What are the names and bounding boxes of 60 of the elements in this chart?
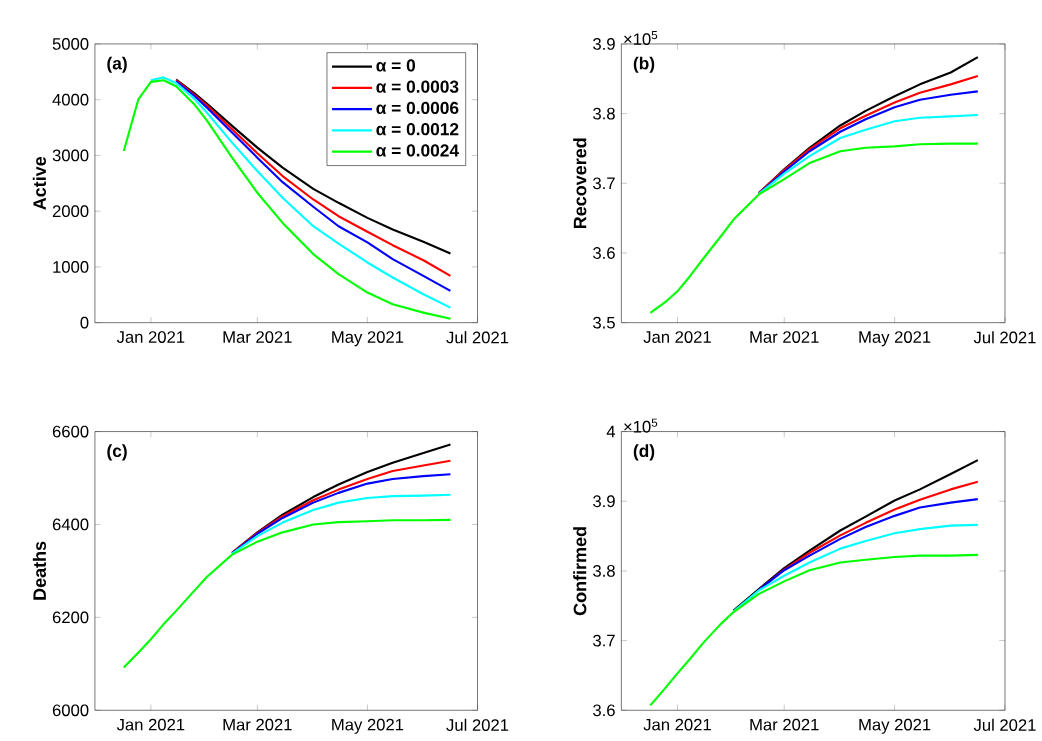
x-tick-label: Mar 2021: [223, 718, 292, 731]
line-series: [649, 553, 979, 707]
x-tick-label: Mar 2021: [750, 331, 819, 343]
annotation: (a): [107, 56, 127, 73]
y-tick-label: 0: [80, 316, 89, 329]
annotation: ×10$^{5}$: [624, 30, 658, 45]
line-series: [757, 497, 979, 591]
x-tick-label: Jul 2021: [446, 718, 509, 731]
y-axis-title: Confirmed: [573, 527, 587, 616]
y-tick-label: 6600: [52, 425, 89, 438]
y-tick-label: 4000: [52, 93, 89, 106]
legend-label: α = 0.0012: [376, 122, 459, 136]
y-tick-label: 6000: [52, 704, 89, 717]
y-tick-label: 3.7: [593, 177, 615, 190]
y-axis-title: Deaths: [32, 541, 47, 600]
y-tick-label: 5000: [52, 37, 89, 50]
y-tick-label: 1000: [53, 260, 89, 273]
x-tick-label: Jan 2021: [116, 331, 185, 343]
y-axis-title: Recovered: [573, 138, 587, 228]
line-series: [757, 113, 979, 195]
legend-label: α = 0.0006: [376, 101, 459, 114]
y-tick-label: 6400: [52, 518, 89, 531]
line-series: [122, 518, 452, 669]
legend-label: α = 0.0024: [376, 144, 459, 157]
y-tick-label: 3000: [52, 149, 89, 162]
y-tick-label: 3.8: [593, 564, 615, 577]
x-tick-label: Jan 2021: [643, 718, 711, 731]
legend-label: α = 0: [376, 59, 415, 72]
annotation: ×10$^{5}$: [624, 418, 658, 433]
x-tick-label: May 2021: [859, 718, 931, 734]
legend-label: α = 0.0003: [376, 80, 459, 93]
y-tick-label: 3.6: [593, 704, 615, 717]
x-tick-label: Jul 2021: [446, 331, 509, 344]
y-tick-label: 3.6: [593, 246, 615, 259]
x-tick-label: Mar 2021: [223, 331, 292, 343]
annotation: (b): [633, 56, 655, 73]
y-tick-label: 6200: [52, 611, 89, 624]
y-tick-label: 3.5: [593, 316, 615, 329]
x-tick-label: May 2021: [859, 331, 931, 347]
annotation: (c): [107, 444, 127, 461]
annotation: (d): [633, 444, 655, 461]
x-tick-label: Jul 2021: [973, 718, 1036, 731]
x-tick-label: Jan 2021: [643, 331, 711, 343]
x-tick-label: Mar 2021: [750, 718, 819, 731]
x-tick-label: May 2021: [332, 331, 404, 347]
y-tick-label: 2000: [52, 205, 89, 217]
line-series: [231, 493, 452, 555]
line-series: [231, 473, 452, 555]
y-tick-label: 3.8: [593, 107, 615, 120]
y-axis-title: Active: [32, 156, 47, 210]
y-tick-label: 3.7: [593, 634, 615, 647]
x-tick-label: Jan 2021: [116, 718, 185, 731]
x-tick-label: Jul 2021: [973, 331, 1036, 344]
line-series: [732, 523, 979, 613]
y-tick-label: 3.9: [593, 495, 615, 508]
y-tick-label: 4: [606, 425, 616, 438]
line-series: [649, 142, 979, 314]
x-tick-label: May 2021: [332, 718, 404, 734]
y-tick-label: 3.9: [593, 37, 615, 50]
line-series: [732, 458, 979, 612]
